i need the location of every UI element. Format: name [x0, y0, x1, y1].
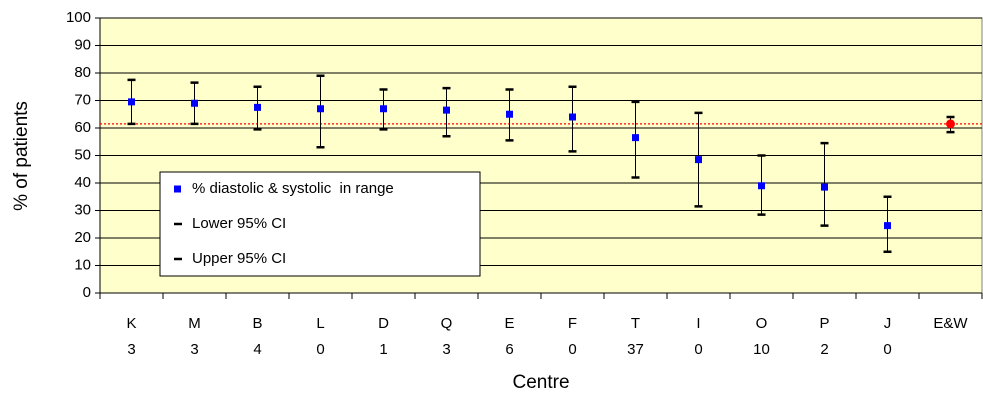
data-point [695, 156, 702, 164]
x-tick-count: 2 [820, 341, 828, 358]
data-point [254, 103, 261, 111]
y-axis-label: % of patients [11, 101, 32, 211]
legend [159, 171, 481, 277]
data-point [317, 105, 324, 113]
data-point [569, 113, 576, 121]
x-tick-label: O [756, 315, 768, 332]
data-point [632, 134, 639, 142]
y-tick-label: 80 [74, 64, 91, 81]
x-tick-count: 3 [442, 341, 450, 358]
y-tick-label: 70 [74, 91, 91, 108]
x-tick-count: 10 [753, 341, 770, 358]
x-tick-label: Q [441, 315, 453, 332]
data-point [128, 98, 135, 106]
data-point [821, 183, 828, 191]
x-tick-count: 4 [253, 341, 261, 358]
y-tick-label: 10 [74, 256, 91, 273]
x-tick-label: E [504, 315, 514, 332]
x-tick-label: L [316, 315, 324, 332]
x-tick-label: T [631, 315, 640, 332]
x-tick-count: 0 [883, 341, 891, 358]
y-tick-label: 40 [74, 174, 91, 191]
x-tick-count: 3 [190, 341, 198, 358]
x-tick-count: 3 [127, 341, 135, 358]
x-tick-count: 6 [505, 341, 513, 358]
legend-label: Lower 95% CI [192, 215, 286, 232]
data-point [443, 106, 450, 114]
data-point [946, 119, 955, 129]
x-tick-label: P [819, 315, 829, 332]
legend-marker [174, 185, 181, 193]
y-tick-label: 90 [74, 36, 91, 53]
x-tick-label: K [126, 315, 136, 332]
legend-label: Upper 95% CI [192, 250, 286, 267]
data-point [758, 182, 765, 190]
data-point [191, 99, 198, 107]
x-tick-label: F [568, 315, 577, 332]
x-tick-label: E&W [933, 315, 968, 332]
y-tick-label: 60 [74, 119, 91, 136]
legend-label: % diastolic & systolic in range [192, 180, 394, 197]
data-point [506, 110, 513, 118]
x-tick-label: M [188, 315, 201, 332]
data-point [380, 105, 387, 113]
x-tick-count: 0 [568, 341, 576, 358]
x-tick-count: 0 [316, 341, 324, 358]
x-tick-label: I [696, 315, 700, 332]
y-tick-label: 100 [66, 9, 91, 26]
y-tick-label: 30 [74, 201, 91, 218]
y-tick-label: 0 [83, 284, 91, 301]
data-point [884, 222, 891, 230]
x-tick-count: 0 [694, 341, 702, 358]
x-tick-label: B [252, 315, 262, 332]
x-tick-count: 1 [379, 341, 387, 358]
x-tick-count: 37 [627, 341, 644, 358]
y-tick-label: 50 [74, 146, 91, 163]
y-tick-label: 20 [74, 229, 91, 246]
x-axis-label: Centre [512, 372, 569, 393]
x-tick-label: D [378, 315, 389, 332]
x-tick-label: J [884, 315, 892, 332]
